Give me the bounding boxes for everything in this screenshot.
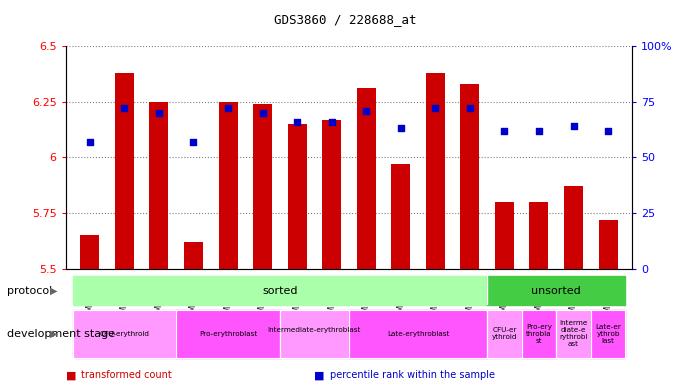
Bar [556, 310, 591, 358]
Point [395, 126, 406, 132]
Text: transformed count: transformed count [81, 370, 171, 380]
Text: ■: ■ [66, 370, 76, 380]
Text: unsorted: unsorted [531, 286, 581, 296]
Point [464, 105, 475, 111]
Bar [280, 310, 349, 358]
Bar [529, 202, 549, 269]
Point [361, 108, 372, 114]
Bar [556, 310, 591, 358]
Bar [349, 310, 487, 358]
Text: ▶: ▶ [50, 329, 58, 339]
Bar [253, 104, 272, 269]
Text: development stage: development stage [7, 329, 115, 339]
Text: Pro-ery
throbla
st: Pro-ery throbla st [526, 324, 552, 344]
Bar [73, 310, 176, 358]
Text: GDS3860 / 228688_at: GDS3860 / 228688_at [274, 13, 417, 26]
Bar [522, 310, 556, 358]
Bar [487, 276, 625, 305]
Point [84, 139, 95, 145]
Bar [487, 310, 522, 358]
Bar [80, 235, 100, 269]
Text: protocol: protocol [7, 286, 52, 296]
Bar [218, 102, 238, 269]
Bar [391, 164, 410, 269]
Point [568, 123, 579, 129]
Bar [115, 73, 134, 269]
Point [326, 119, 337, 125]
Point [533, 127, 545, 134]
Point [223, 105, 234, 111]
Bar [598, 220, 618, 269]
Text: CFU-erythroid: CFU-erythroid [100, 331, 149, 337]
Point [292, 119, 303, 125]
Point [603, 127, 614, 134]
Text: ■: ■ [314, 370, 325, 380]
Bar [149, 102, 169, 269]
Text: ▶: ▶ [50, 286, 58, 296]
Text: Interme
diate-e
rythrobl
ast: Interme diate-e rythrobl ast [559, 320, 588, 348]
Bar [349, 310, 487, 358]
Text: Late-er
ythrob
last: Late-er ythrob last [595, 324, 621, 344]
Bar [591, 310, 625, 358]
Bar [357, 88, 376, 269]
Bar [564, 186, 583, 269]
Point [430, 105, 441, 111]
Point [188, 139, 199, 145]
Point [119, 105, 130, 111]
Bar [73, 310, 176, 358]
Bar [591, 310, 625, 358]
Bar [495, 202, 514, 269]
Bar [322, 119, 341, 269]
Point [153, 110, 164, 116]
Text: CFU-er
ythroid: CFU-er ythroid [492, 328, 517, 340]
Point [499, 127, 510, 134]
Bar [176, 310, 280, 358]
Bar [522, 310, 556, 358]
Text: Late-erythroblast: Late-erythroblast [387, 331, 449, 337]
Text: percentile rank within the sample: percentile rank within the sample [330, 370, 495, 380]
Bar [487, 310, 522, 358]
Bar [460, 84, 480, 269]
Bar [426, 73, 445, 269]
Text: sorted: sorted [262, 286, 298, 296]
Bar [280, 310, 349, 358]
Bar [184, 242, 203, 269]
Text: Intermediate-erythroblast: Intermediate-erythroblast [267, 328, 361, 340]
Bar [176, 310, 280, 358]
Bar [287, 124, 307, 269]
Bar [73, 276, 487, 305]
Point [257, 110, 268, 116]
Text: Pro-erythroblast: Pro-erythroblast [199, 331, 257, 337]
